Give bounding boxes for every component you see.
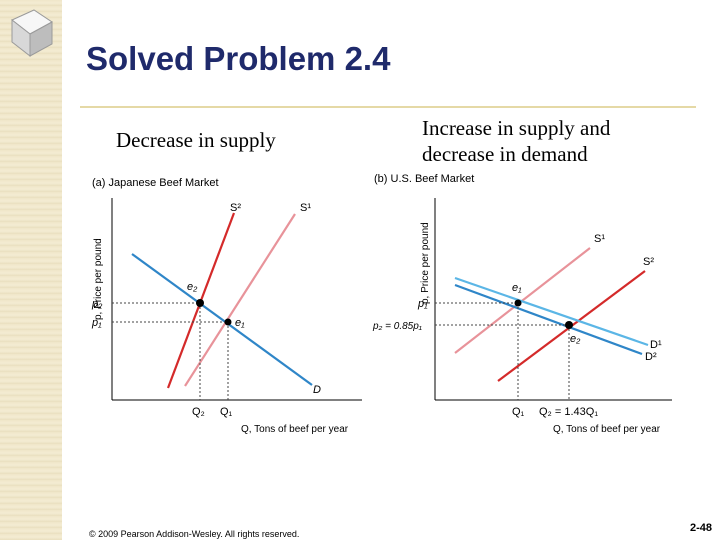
panel-b-equilibrium-e1 — [514, 299, 522, 307]
panel-a-label-s2: S² — [230, 202, 241, 214]
panel-a-label-e1: e₁ — [235, 317, 245, 329]
panel-b-label-s1: S¹ — [594, 233, 605, 245]
panel-b-demand-new-curve — [454, 283, 643, 356]
panel-a-label-p2: p₂ — [91, 298, 103, 310]
caption-decrease-in-supply: Decrease in supply — [116, 128, 276, 152]
panel-a-supply-old-curve — [184, 213, 296, 387]
panel-b-demand-old-curve — [454, 276, 649, 347]
panel-a-demand-curve — [131, 253, 313, 386]
panel-b-label-s2: S² — [643, 256, 654, 268]
panel-b-label-p1: p₁ — [417, 298, 428, 310]
panel-b-label-p2: p₂ = 0.85p₁ — [372, 321, 422, 332]
panel-b-ylabel: p, Price per pound — [420, 222, 431, 304]
panel-a-title: (a) Japanese Beef Market — [92, 177, 219, 189]
panel-a-equilibrium-e1 — [224, 318, 232, 326]
glass-cube-icon — [11, 9, 53, 58]
panel-b-label-q2: Q₂ = 1.43Q₁ — [539, 406, 598, 418]
title-divider — [80, 106, 696, 108]
panel-a-label-d: D — [313, 384, 321, 396]
panel-a-label-p1: p₁ — [91, 317, 102, 329]
slide-number: 2-48 — [690, 522, 713, 534]
panel-a-ylabel: p, Price per pound — [93, 238, 104, 320]
panel-a-label-q1: Q₁ — [220, 406, 233, 418]
panel-b-label-e2: e₂ — [570, 333, 581, 345]
panel-a-label-e2: e₂ — [187, 281, 198, 293]
panel-a-label-q2: Q₂ — [192, 406, 205, 418]
panel-b-title: (b) U.S. Beef Market — [374, 173, 474, 185]
panel-b-label-d1: D¹ — [650, 339, 662, 351]
panel-b-label-d2: D² — [645, 351, 657, 363]
copyright-footer: © 2009 Pearson Addison-Wesley. All right… — [89, 529, 300, 539]
panel-b-equilibrium-e2 — [565, 321, 573, 329]
slide-title: Solved Problem 2.4 — [86, 40, 391, 77]
panel-a-xlabel: Q, Tons of beef per year — [241, 424, 349, 435]
panel-a-equilibrium-e2 — [196, 299, 204, 307]
decorative-sidebar — [0, 0, 62, 540]
panel-b-label-e1: e₁ — [512, 282, 522, 294]
panel-b-xlabel: Q, Tons of beef per year — [553, 424, 661, 435]
panel-a-label-s1: S¹ — [300, 202, 311, 214]
caption-increase-supply-decrease-demand: Increase in supply and decrease in deman… — [422, 116, 611, 166]
panel-b-label-q1: Q₁ — [512, 406, 525, 418]
